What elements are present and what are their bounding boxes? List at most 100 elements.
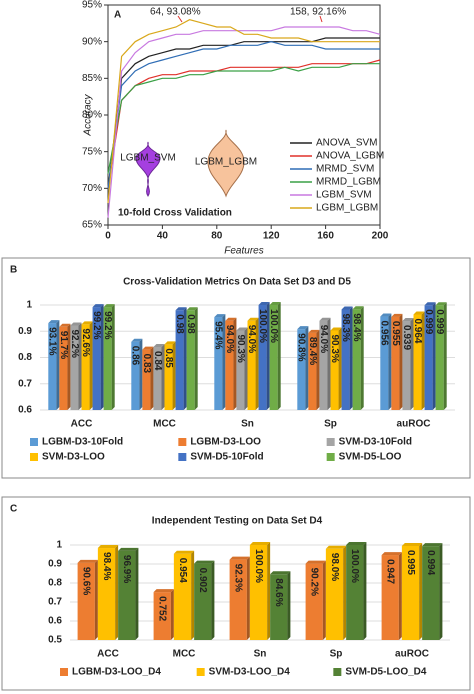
legend-label: SVM-D3-LOO bbox=[42, 452, 105, 463]
y-tick-label: 0.9 bbox=[48, 559, 62, 570]
bar bbox=[229, 559, 247, 640]
value-label: 84.6% bbox=[273, 578, 284, 606]
value-label: 0.954 bbox=[177, 558, 188, 583]
value-label: 90.3% bbox=[329, 334, 340, 362]
value-label: 93.1% bbox=[47, 327, 58, 355]
bar-side bbox=[439, 543, 443, 640]
bar bbox=[92, 307, 101, 410]
bar bbox=[153, 592, 171, 640]
value-label: 0.964 bbox=[412, 318, 423, 343]
bar-side bbox=[443, 302, 447, 410]
bar-side bbox=[139, 338, 143, 410]
y-tick-label: 0.6 bbox=[48, 616, 62, 627]
inset-label: LGBM_LGBM bbox=[195, 157, 257, 168]
bar-side bbox=[399, 313, 403, 410]
value-label: 0.902 bbox=[197, 568, 208, 593]
bar-side bbox=[56, 320, 60, 410]
x-tick-label: auROC bbox=[397, 419, 431, 430]
bar-side bbox=[322, 560, 326, 640]
bar-top bbox=[305, 560, 326, 564]
value-label: 92.2% bbox=[69, 329, 80, 357]
value-label: 94.0% bbox=[246, 325, 257, 353]
x-tick-label: auROC bbox=[395, 649, 429, 660]
y-tick-label: 0.5 bbox=[48, 635, 62, 646]
bar-side bbox=[115, 545, 119, 640]
bar bbox=[330, 330, 339, 410]
y-tick-label: 0.6 bbox=[18, 405, 32, 416]
bar bbox=[131, 341, 140, 410]
series-line bbox=[107, 37, 380, 189]
legend-swatch bbox=[30, 453, 38, 461]
bar-side bbox=[363, 542, 367, 640]
bar bbox=[194, 563, 212, 640]
bar bbox=[236, 330, 245, 410]
annotation: 158, 92.16% bbox=[290, 7, 346, 18]
bar-top bbox=[330, 327, 342, 331]
bar-side bbox=[211, 560, 215, 640]
bar-side bbox=[316, 329, 320, 410]
bar-side bbox=[172, 341, 176, 410]
x-tick-label: 80 bbox=[211, 231, 223, 242]
legend-swatch bbox=[30, 438, 38, 446]
value-label: 0.86 bbox=[130, 346, 141, 366]
value-label: 0.995 bbox=[405, 550, 416, 575]
bar bbox=[424, 305, 433, 410]
annotation-arrow bbox=[177, 15, 183, 23]
bar bbox=[59, 326, 68, 410]
x-tick-label: ACC bbox=[97, 649, 119, 660]
legend-label: ANOVA_LGBM bbox=[316, 151, 384, 162]
bar-side bbox=[360, 306, 364, 410]
legend-label: LGBM-D3-LOO bbox=[190, 437, 261, 448]
bar bbox=[118, 550, 136, 640]
panel-label: A bbox=[114, 10, 121, 21]
bar bbox=[352, 309, 361, 410]
value-label: 90.8% bbox=[296, 333, 307, 361]
bar bbox=[380, 316, 389, 410]
bar-top bbox=[236, 327, 248, 331]
bar-side bbox=[255, 317, 259, 410]
bar-top bbox=[325, 545, 347, 549]
bar-top bbox=[391, 313, 403, 317]
series-line bbox=[107, 63, 380, 174]
bar-side bbox=[266, 302, 270, 410]
bar-top bbox=[173, 550, 195, 554]
bar-top bbox=[118, 547, 139, 551]
x-tick-label: Sp bbox=[324, 419, 337, 430]
bar bbox=[225, 320, 234, 410]
bar-side bbox=[222, 314, 226, 410]
bar-side bbox=[67, 323, 71, 410]
bar-top bbox=[103, 304, 115, 308]
y-tick-label: 85% bbox=[82, 73, 102, 84]
bar-top bbox=[81, 321, 93, 325]
bar bbox=[214, 317, 223, 410]
violin-lgbm-svm bbox=[135, 141, 161, 197]
value-label: 91.7% bbox=[58, 331, 69, 359]
legend-swatch bbox=[178, 438, 187, 446]
x-tick-label: 40 bbox=[157, 231, 169, 242]
bar-side bbox=[194, 307, 198, 410]
legend-label: SVM-D5-10Fold bbox=[190, 452, 263, 463]
bar-side bbox=[78, 322, 82, 410]
chart-title: Independent Testing on Data Set D4 bbox=[152, 516, 323, 527]
value-label: 98.4% bbox=[101, 552, 112, 580]
y-tick-label: 65% bbox=[82, 220, 102, 231]
violin-lgbm-lgbm bbox=[207, 129, 245, 198]
bar bbox=[325, 548, 344, 640]
y-tick-label: 80% bbox=[82, 110, 102, 121]
legend-swatch bbox=[326, 453, 335, 461]
bar-top bbox=[142, 346, 154, 350]
bar-side bbox=[94, 559, 98, 640]
bar bbox=[258, 305, 267, 410]
bar-top bbox=[225, 317, 237, 321]
bar-side bbox=[161, 344, 165, 410]
value-label: 92.3% bbox=[233, 564, 244, 592]
annotation: 64, 93.08% bbox=[150, 7, 201, 18]
panel-c-frame bbox=[1, 496, 471, 691]
bar bbox=[422, 546, 440, 640]
value-label: 0.999 bbox=[423, 309, 434, 334]
value-label: 0.994 bbox=[425, 550, 436, 575]
series-line bbox=[107, 19, 380, 204]
bar bbox=[48, 323, 57, 410]
value-label: 89.4% bbox=[307, 337, 318, 365]
